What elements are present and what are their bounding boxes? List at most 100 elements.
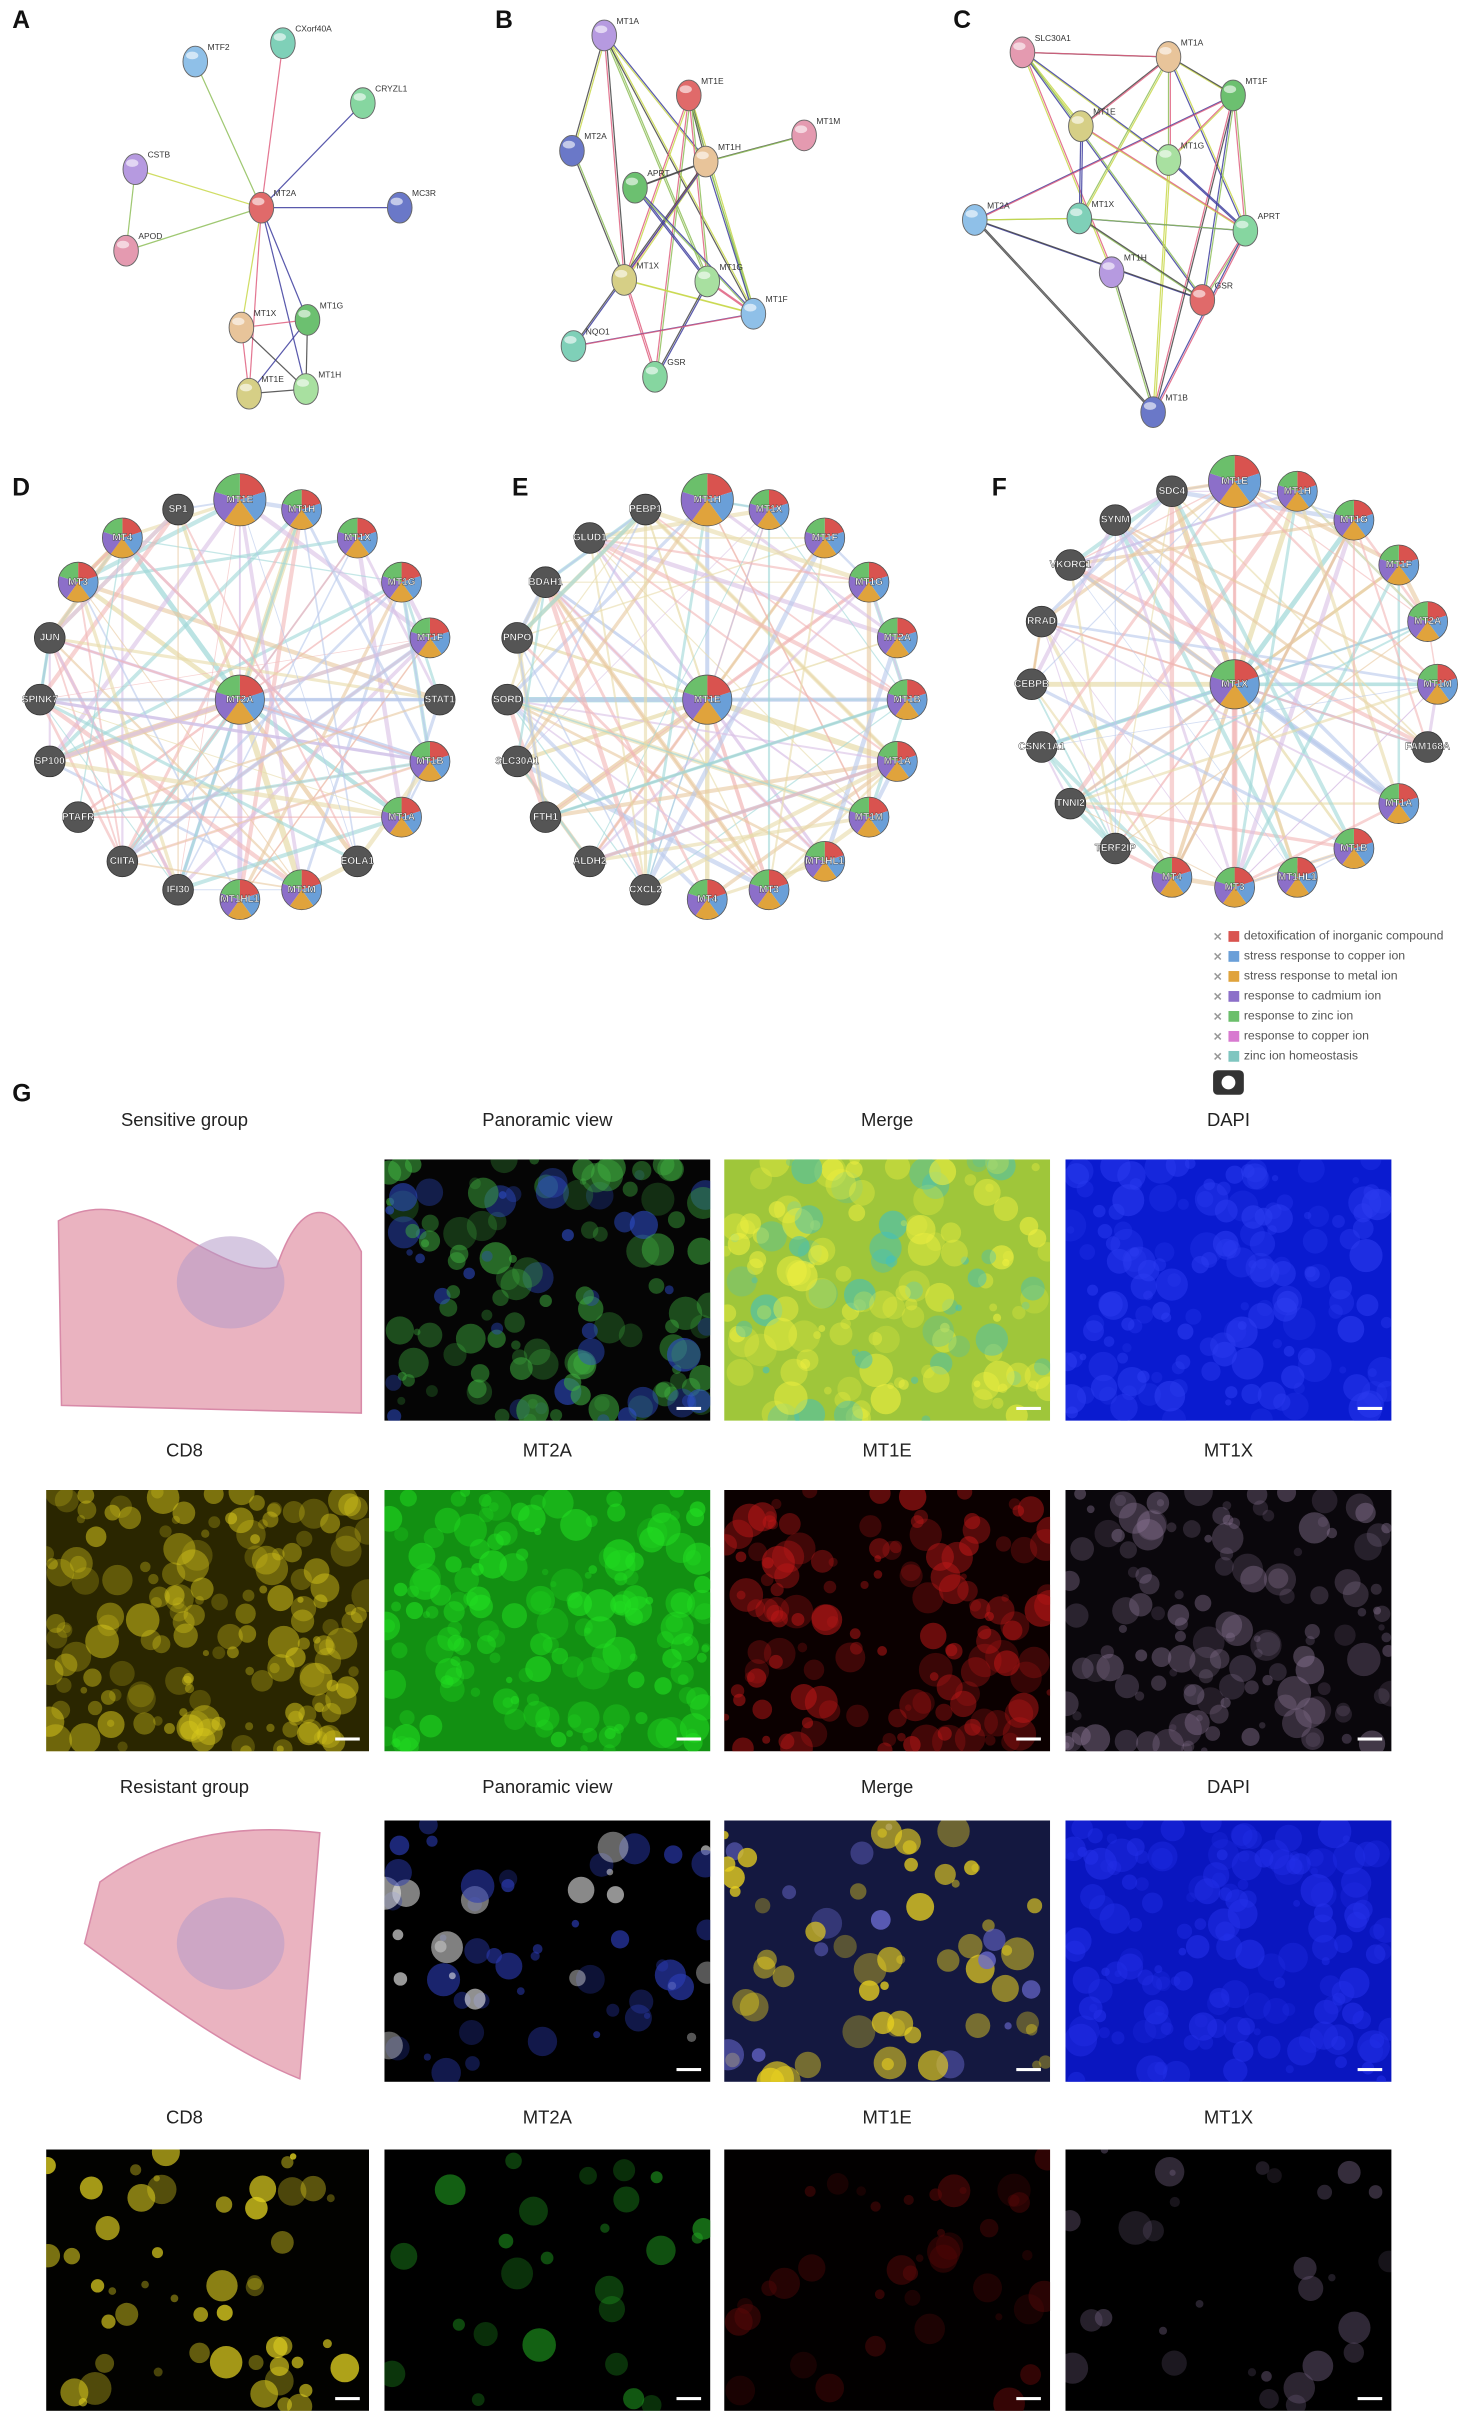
signal <box>180 1720 199 1740</box>
edge <box>77 582 124 862</box>
signal <box>502 1697 514 1708</box>
signal <box>448 1972 456 1980</box>
signal <box>1349 1239 1383 1273</box>
node-wedge <box>805 517 825 538</box>
legend-close <box>1214 1052 1222 1060</box>
scale-bar <box>676 1737 702 1741</box>
signal <box>1079 1353 1087 1361</box>
signal <box>1021 1980 1041 1999</box>
node-wedge <box>1415 621 1440 642</box>
edge <box>706 759 899 902</box>
edge <box>260 207 309 321</box>
signal <box>419 1714 443 1738</box>
signal <box>1263 1563 1297 1596</box>
signal <box>518 1667 534 1683</box>
node-wedge <box>1342 848 1366 869</box>
edge <box>125 207 262 252</box>
signal <box>843 1278 876 1311</box>
signal <box>691 1850 711 1878</box>
signal <box>614 1211 635 1233</box>
signal <box>270 2230 294 2254</box>
signal <box>1001 1594 1009 1602</box>
signal <box>1223 2016 1251 2044</box>
node-wedge <box>707 893 728 916</box>
signal <box>858 1980 880 2001</box>
node <box>62 801 94 833</box>
signal <box>597 1831 629 1863</box>
panel-letter: D <box>12 475 30 502</box>
signal <box>995 2313 1003 2321</box>
node-label: JUN <box>40 633 60 644</box>
signal <box>385 1374 402 1391</box>
node <box>1411 731 1444 763</box>
signal <box>678 1686 696 1704</box>
legend-label: stress response to copper ion <box>1244 949 1405 963</box>
signal <box>211 1593 228 1611</box>
node-label: MC3R <box>412 188 436 198</box>
node-highlight <box>625 177 639 186</box>
node <box>611 264 637 296</box>
node-wedge <box>1398 797 1419 820</box>
node-highlight <box>564 336 577 344</box>
signal <box>1340 1882 1369 1911</box>
signal <box>1225 1632 1236 1642</box>
signal <box>288 1710 304 1726</box>
edge <box>48 637 303 891</box>
signal <box>399 1710 415 1726</box>
node-wedge <box>282 489 302 510</box>
edge <box>516 509 647 762</box>
signal <box>193 2307 209 2322</box>
signal <box>1222 1240 1241 1259</box>
signal <box>851 1408 871 1421</box>
signal <box>1088 1351 1118 1382</box>
signal <box>526 1585 555 1615</box>
signal <box>542 1489 574 1519</box>
signal <box>687 1237 711 1265</box>
node-label: MT1E <box>1093 107 1116 117</box>
edge <box>1152 159 1170 413</box>
signal <box>1004 1699 1034 1728</box>
signal <box>937 2228 945 2237</box>
signal <box>600 2223 610 2233</box>
signal <box>83 1668 102 1687</box>
signal <box>490 1159 518 1174</box>
signal <box>466 1210 498 1242</box>
signal <box>1143 1999 1169 2025</box>
signal <box>450 1491 467 1507</box>
signal <box>1105 1961 1128 1984</box>
signal <box>766 1604 784 1622</box>
node-label: MT1E <box>701 76 724 86</box>
node <box>1098 256 1125 289</box>
image-caption: MT1X <box>1204 2107 1253 2128</box>
signal <box>1165 1159 1190 1177</box>
node-label: MT1A <box>884 756 911 767</box>
signal <box>87 1700 103 1716</box>
signal <box>148 1573 159 1585</box>
signal <box>973 2273 1003 2303</box>
signal <box>654 1677 672 1695</box>
node-ring <box>680 473 734 527</box>
node-wedge <box>907 693 928 716</box>
signal <box>516 1987 525 1996</box>
signal <box>54 1653 78 1677</box>
edge <box>543 581 648 891</box>
node-highlight <box>273 33 286 41</box>
signal <box>761 2280 777 2297</box>
signal <box>597 1159 626 1182</box>
signal <box>929 2188 942 2201</box>
node-wedge <box>239 893 260 916</box>
signal <box>810 1549 834 1573</box>
signal <box>734 2303 761 2331</box>
legend-label: zinc ion homeostasis <box>1244 1049 1358 1063</box>
signal <box>581 1322 598 1339</box>
signal <box>778 1513 801 1535</box>
signal <box>172 1611 195 1634</box>
signal <box>1169 1668 1178 1677</box>
edge <box>507 698 898 763</box>
signal <box>317 1724 341 1748</box>
signal <box>125 1603 160 1637</box>
edge <box>1021 52 1113 273</box>
signal <box>694 1575 711 1594</box>
edge <box>589 759 898 863</box>
signal <box>1094 2309 1113 2327</box>
